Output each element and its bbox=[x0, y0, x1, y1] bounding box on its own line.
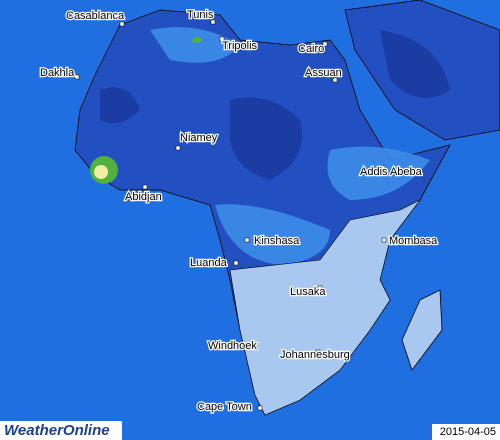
logo-box bbox=[0, 421, 122, 440]
light-rain-zone bbox=[229, 199, 421, 416]
city-label: Dakhla bbox=[40, 67, 75, 79]
city-label: Johannesburg bbox=[280, 349, 350, 361]
city-dot bbox=[247, 342, 253, 348]
city-label: Luanda bbox=[190, 257, 228, 269]
dark-rain-zone bbox=[100, 30, 450, 180]
madagascar bbox=[401, 289, 443, 371]
city-dot bbox=[381, 237, 387, 243]
city-dot bbox=[210, 19, 216, 25]
heaviest-rain-zone bbox=[94, 165, 108, 179]
city-label: Windhoek bbox=[208, 340, 257, 352]
city-label: Mombasa bbox=[389, 235, 438, 247]
city-label: Casablanca bbox=[66, 10, 125, 22]
city-label: Niamey bbox=[180, 132, 218, 144]
city-dot bbox=[317, 285, 323, 291]
city-label: Assuan bbox=[305, 67, 342, 79]
city-dot bbox=[332, 77, 338, 83]
city-label: Kinshasa bbox=[254, 235, 300, 247]
city-dot bbox=[74, 74, 80, 80]
logo: WeatherOnline bbox=[4, 422, 110, 439]
city-label: Cape Town bbox=[197, 401, 252, 413]
city-dot bbox=[119, 21, 125, 27]
medium-rain-zone bbox=[150, 27, 430, 266]
city-label: Tripolis bbox=[222, 40, 258, 52]
city-dot bbox=[315, 349, 321, 355]
city-label: Cairo bbox=[298, 43, 324, 55]
date-box bbox=[432, 424, 500, 440]
city-dot bbox=[142, 184, 148, 190]
city-label: Abidjan bbox=[125, 191, 162, 203]
rain-spot bbox=[192, 37, 202, 43]
city-label: Addis Abeba bbox=[360, 166, 423, 178]
cities: Casablanca Tunis Tripolis Cairo Dakhla Assuan… bbox=[39, 8, 440, 415]
city-dot bbox=[233, 260, 239, 266]
city-label: Lusaka bbox=[290, 286, 326, 298]
city-dot bbox=[175, 145, 181, 151]
city-dot bbox=[257, 405, 263, 411]
city-dot bbox=[322, 41, 328, 47]
city-dot bbox=[244, 237, 250, 243]
date: 2015-04-05 bbox=[440, 426, 496, 438]
city-dot bbox=[219, 36, 225, 42]
city-dot bbox=[380, 165, 386, 171]
city-label: Tunis bbox=[187, 9, 214, 21]
